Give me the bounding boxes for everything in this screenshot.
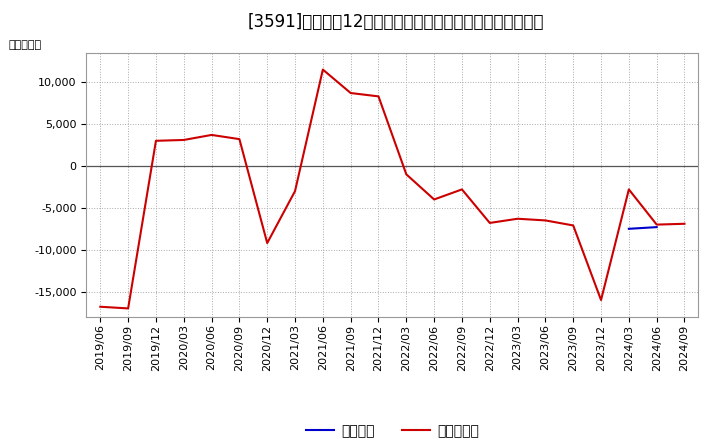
Text: （百万円）: （百万円） (9, 40, 42, 50)
当期純利益 (207, 132, 216, 138)
当期純利益 (458, 187, 467, 192)
Text: [3591]　利益だ12か月移動合計の対前年同期増減額の推移: [3591] 利益だ12か月移動合計の対前年同期増減額の推移 (248, 13, 544, 31)
当期純利益 (179, 137, 188, 143)
Line: 当期純利益: 当期純利益 (100, 70, 685, 308)
当期純利益 (652, 222, 661, 227)
当期純利益 (569, 223, 577, 228)
当期純利益 (96, 304, 104, 309)
当期純利益 (402, 172, 410, 177)
当期純利益 (680, 221, 689, 227)
当期純利益 (235, 136, 243, 142)
当期純利益 (430, 197, 438, 202)
当期純利益 (263, 240, 271, 246)
当期純利益 (624, 187, 633, 192)
当期純利益 (318, 67, 327, 72)
当期純利益 (152, 138, 161, 143)
当期純利益 (541, 218, 550, 223)
当期純利益 (597, 297, 606, 303)
Legend: 経常利益, 当期純利益: 経常利益, 当期純利益 (300, 419, 485, 440)
当期純利益 (346, 90, 355, 95)
当期純利益 (124, 306, 132, 311)
経常利益 (652, 224, 661, 230)
当期純利益 (513, 216, 522, 221)
当期純利益 (485, 220, 494, 226)
Line: 経常利益: 経常利益 (629, 227, 657, 229)
当期純利益 (374, 94, 383, 99)
経常利益 (624, 226, 633, 231)
当期純利益 (291, 188, 300, 194)
